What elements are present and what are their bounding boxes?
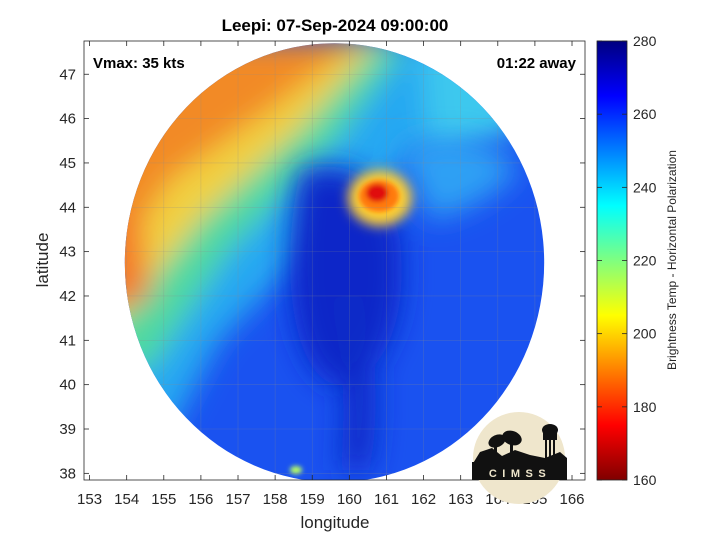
x-tick-label: 153 bbox=[77, 491, 102, 508]
y-tick-label: 45 bbox=[59, 155, 76, 172]
x-tick-label: 154 bbox=[114, 491, 139, 508]
y-tick-label: 39 bbox=[59, 421, 76, 438]
colorbar-tick-label: 180 bbox=[633, 399, 657, 415]
x-tick-labels: 1531541551561571581591601611621631641651… bbox=[77, 491, 584, 508]
x-tick-label: 161 bbox=[374, 491, 399, 508]
colorbar-tick-label: 200 bbox=[633, 326, 657, 342]
y-tick-label: 41 bbox=[59, 332, 76, 349]
x-tick-label: 155 bbox=[151, 491, 176, 508]
x-axis-label: longitude bbox=[300, 513, 369, 532]
x-tick-label: 163 bbox=[448, 491, 473, 508]
y-tick-label: 38 bbox=[59, 465, 76, 482]
y-tick-labels: 38 39 40 41 42 43 44 45 46 47 bbox=[59, 66, 76, 482]
south-speck bbox=[290, 466, 302, 474]
axes-frame bbox=[83, 40, 586, 481]
cimss-logo: CIMSS bbox=[472, 412, 567, 504]
x-tick-label: 166 bbox=[559, 491, 584, 508]
colorbar-tick-label: 160 bbox=[633, 472, 657, 488]
x-tick-label: 160 bbox=[337, 491, 362, 508]
rain-band bbox=[330, 290, 376, 470]
logo-background-strip bbox=[472, 462, 567, 480]
x-tick-label: 157 bbox=[225, 491, 250, 508]
y-tick-label: 43 bbox=[59, 244, 76, 261]
axis-ticks bbox=[84, 41, 585, 480]
water-tower-icon bbox=[542, 424, 558, 462]
colorbar-tick-label: 220 bbox=[633, 253, 657, 269]
hotspot-core bbox=[366, 184, 388, 202]
y-tick-label: 42 bbox=[59, 288, 76, 305]
colorbar-ticks: 160 180 200 220 240 260 280 bbox=[597, 33, 657, 488]
satellite-dish-icon bbox=[488, 430, 522, 454]
y-tick-label: 47 bbox=[59, 66, 76, 83]
colorbar-label: Brightness Temp - Horizontal Polarizatio… bbox=[665, 150, 679, 370]
colorbar-tick-label: 240 bbox=[633, 179, 657, 195]
colorbar-tick-label: 280 bbox=[633, 33, 657, 49]
time-away-annotation: 01:22 away bbox=[497, 55, 577, 72]
logo-text: CIMSS bbox=[489, 468, 551, 480]
y-tick-label: 44 bbox=[59, 199, 76, 216]
colorbar-tick-label: 260 bbox=[633, 106, 657, 122]
orange-west bbox=[124, 210, 150, 320]
y-tick-label: 40 bbox=[59, 377, 76, 394]
east-cyan-patch bbox=[400, 138, 520, 220]
vmax-annotation: Vmax: 35 kts bbox=[93, 55, 185, 72]
x-tick-label: 158 bbox=[263, 491, 288, 508]
y-axis-label: latitude bbox=[33, 233, 52, 288]
brightness-temp-swath bbox=[124, 43, 545, 480]
x-tick-label: 159 bbox=[300, 491, 325, 508]
x-tick-label: 162 bbox=[411, 491, 436, 508]
x-tick-label: 156 bbox=[188, 491, 213, 508]
chart-title: Leepi: 07-Sep-2024 09:00:00 bbox=[222, 16, 449, 35]
y-tick-label: 46 bbox=[59, 111, 76, 128]
